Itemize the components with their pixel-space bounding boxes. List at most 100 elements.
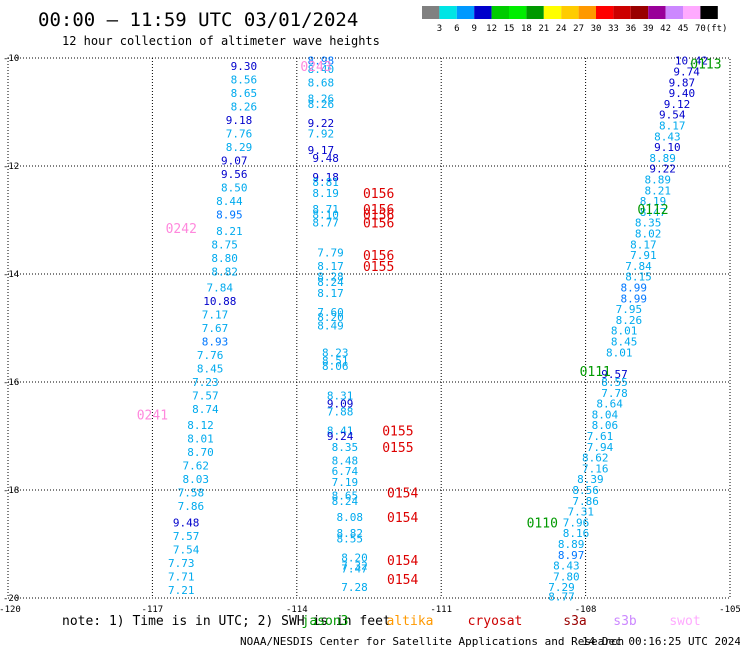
- page-title: 00:00 — 11:59 UTC 03/01/2024: [38, 9, 358, 31]
- colorbar-swatch: [474, 6, 492, 19]
- data-point-label: 8.17: [659, 120, 686, 133]
- data-point-label: 9.10: [654, 141, 681, 154]
- data-point-label: 8.71: [312, 203, 339, 216]
- data-point-label: 9.40: [669, 87, 696, 100]
- data-point-label: 9.30: [231, 60, 258, 73]
- pass-label: 0154: [387, 573, 418, 588]
- data-point-label: 8.99: [620, 292, 647, 305]
- plot-frame: [7, 57, 731, 599]
- data-point-label: 9.07: [221, 155, 248, 168]
- pass-label: 0154: [387, 554, 418, 569]
- data-point-label: 8.20: [341, 552, 368, 565]
- colorbar-swatch: [439, 6, 457, 19]
- data-point-label: 7.84: [625, 260, 652, 273]
- data-point-label: 7.88: [327, 406, 354, 419]
- data-point-label: 8.17: [630, 238, 657, 251]
- data-point-label: 9.48: [173, 516, 200, 529]
- pass-label: 0111: [580, 365, 611, 380]
- data-point-label: 8.65: [231, 87, 258, 100]
- data-point-label: 8.97: [558, 549, 585, 562]
- x-tick-label: -108: [575, 605, 597, 615]
- data-point-label: 8.35: [332, 441, 359, 454]
- colorbar-swatch: [683, 6, 701, 19]
- data-point-label: 8.55: [601, 376, 628, 389]
- data-point-label: 7.76: [226, 128, 253, 141]
- data-point-label: 8.43: [553, 560, 580, 573]
- data-point-label: 8.12: [187, 419, 214, 432]
- x-tick-label: -117: [142, 605, 164, 615]
- data-point-label: 9.56: [221, 168, 248, 181]
- colorbar-swatch: [700, 6, 718, 19]
- data-point-label: 9.22: [649, 163, 676, 176]
- pass-label: 0242: [166, 222, 197, 237]
- colorbar-swatch: [509, 6, 527, 19]
- satellite-legend: jason3 altika cryosat s3a s3b swot: [302, 614, 701, 629]
- data-point-label: 8.04: [592, 408, 619, 421]
- colorbar-label: 12: [486, 24, 497, 34]
- data-point-label: 9.48: [312, 152, 339, 165]
- data-point-label: 9.18: [312, 171, 339, 184]
- data-point-label: 8.19: [640, 195, 667, 208]
- data-point-label: 8.40: [308, 63, 335, 76]
- data-point-label: 8.26: [308, 98, 335, 111]
- data-point-label: 6.74: [332, 465, 359, 478]
- colorbar-label: 39: [643, 24, 654, 34]
- y-tick-label: -18: [3, 486, 19, 496]
- data-point-label: 8.65: [332, 489, 359, 502]
- data-point-label: 8.06: [592, 419, 619, 432]
- colorbar-legend: 3 6 9 12 15 18 21 24 27 30 33 36 39 42 45 70 (ft): [422, 6, 727, 34]
- data-point-label: 8.08: [336, 511, 363, 524]
- data-point-label: 7.57: [173, 530, 200, 543]
- data-point-label: 8.29: [226, 141, 253, 154]
- data-point-label: 8.75: [211, 238, 238, 251]
- data-point-label: 8.21: [216, 225, 243, 238]
- data-point-label: 8.82: [211, 265, 238, 278]
- data-point-label: 8.95: [216, 209, 243, 222]
- data-point-label: 8.26: [616, 314, 643, 327]
- data-point-label: 7.76: [197, 349, 224, 362]
- plot-area: -117 -114 -111 -108 -105 -120 -10 -12 -14 -16 -18 -…: [0, 54, 740, 615]
- data-point-label: 10.88: [203, 295, 236, 308]
- x-tick-label: -105: [719, 605, 740, 615]
- colorbar-label: 9: [471, 24, 476, 34]
- data-point-label: 8.80: [211, 252, 238, 265]
- data-point-label: 7.84: [207, 282, 234, 295]
- colorbar-swatch: [526, 6, 544, 19]
- data-point-label: 8.31: [327, 390, 354, 403]
- pass-label: 0156: [363, 209, 394, 224]
- data-point-label: 8.17: [317, 287, 344, 300]
- data-point-label: 7.91: [630, 249, 657, 262]
- pass-label: 0154: [387, 487, 418, 502]
- colorbar-unit: (ft): [706, 24, 728, 34]
- data-point-label: 8.02: [635, 228, 662, 241]
- pass-label: 0113: [690, 57, 721, 72]
- data-point-label: 8.77: [312, 217, 339, 230]
- data-point-label: 8.44: [216, 195, 243, 208]
- colorbar-swatch: [456, 6, 475, 19]
- data-point-label: 8.28: [317, 271, 344, 284]
- colorbar-swatch: [491, 6, 509, 19]
- data-point-label: 8.49: [317, 319, 344, 332]
- colorbar-swatch: [543, 6, 562, 19]
- data-point-label: 7.57: [192, 390, 219, 403]
- satellite-legend-item: jason3: [302, 614, 349, 629]
- pass-label: 0243: [300, 60, 331, 75]
- data-point-label: 8.99: [620, 282, 647, 295]
- grid-lines: [8, 58, 730, 598]
- footer-note: note: 1) Time is in UTC; 2) SWH is in fe…: [62, 614, 391, 629]
- data-point-label: 8.98: [308, 55, 335, 68]
- pass-label: 0155: [363, 260, 394, 275]
- data-point-label: 8.89: [645, 174, 672, 187]
- data-point-label: 8.74: [192, 403, 219, 416]
- colorbar-label: 33: [608, 24, 619, 34]
- data-point-label: 8.56: [572, 484, 599, 497]
- data-point-label: 8.26: [231, 101, 258, 114]
- colorbar-swatch: [596, 6, 614, 19]
- data-point-label: 7.96: [563, 516, 590, 529]
- data-point-label: 7.92: [308, 128, 335, 141]
- data-point-label: 7.28: [341, 581, 368, 594]
- chart-marks: 9.308.568.658.269.187.768.299.079.568.50…: [137, 55, 722, 604]
- data-point-label: 9.74: [673, 66, 700, 79]
- data-point-label: 7.95: [616, 303, 643, 316]
